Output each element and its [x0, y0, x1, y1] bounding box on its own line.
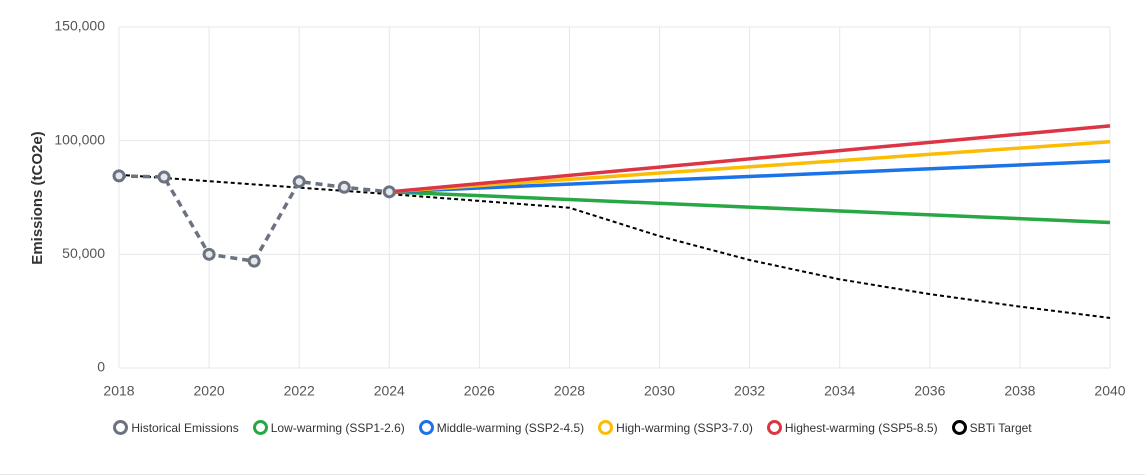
x-tick-label: 2024 — [374, 383, 405, 399]
legend-label: Middle-warming (SSP2-4.5) — [436, 420, 585, 435]
legend-swatch — [766, 420, 782, 435]
legend-label: SBTi Target — [969, 420, 1032, 435]
legend: Historical Emissions Low-warming (SSP1-2.… — [0, 420, 1145, 435]
data-point — [292, 175, 306, 189]
y-tick-label: 100,000 — [54, 131, 105, 147]
series-line — [389, 124, 1111, 194]
legend-item[interactable]: Highest-warming (SSP5-8.5) — [766, 420, 938, 435]
y-tick-label: 0 — [97, 359, 105, 375]
series-line — [389, 140, 1111, 194]
legend-item[interactable]: Middle-warming (SSP2-4.5) — [418, 420, 585, 435]
data-point — [157, 170, 171, 184]
legend-item[interactable]: SBTi Target — [951, 420, 1032, 435]
legend-swatch — [418, 420, 434, 435]
y-tick-label: 50,000 — [62, 245, 105, 261]
x-tick-label: 2032 — [734, 383, 765, 399]
x-tick-label: 2018 — [103, 383, 134, 399]
chart: Emissions (tCO2e) 0 50,000 100,000 150,000 2… — [29, 18, 1126, 399]
data-point — [247, 254, 261, 268]
data-point — [337, 180, 351, 194]
series-line — [389, 190, 1111, 225]
x-tick-label: 2040 — [1094, 383, 1125, 399]
series-line — [389, 159, 1111, 194]
x-tick-label: 2036 — [914, 383, 945, 399]
legend-swatch — [113, 420, 129, 435]
legend-swatch — [252, 420, 268, 435]
legend-label: Historical Emissions — [131, 420, 239, 435]
legend-item[interactable]: Historical Emissions — [113, 420, 239, 435]
legend-label: Highest-warming (SSP5-8.5) — [784, 420, 938, 435]
legend-label: High-warming (SSP3-7.0) — [616, 420, 753, 435]
data-point — [202, 247, 216, 261]
x-tick-label: 2038 — [1004, 383, 1035, 399]
x-tick-label: 2026 — [464, 383, 495, 399]
data-point — [112, 169, 126, 183]
legend-swatch — [598, 420, 614, 435]
data-point — [382, 185, 396, 199]
y-axis-label: Emissions (tCO2e) — [29, 131, 46, 264]
legend-label: Low-warming (SSP1-2.6) — [270, 420, 405, 435]
x-tick-label: 2034 — [824, 383, 855, 399]
series-line — [118, 173, 1111, 319]
x-tick-label: 2022 — [284, 383, 315, 399]
x-tick-label: 2030 — [644, 383, 675, 399]
y-tick-label: 150,000 — [54, 18, 105, 34]
x-tick-label: 2028 — [554, 383, 585, 399]
legend-item[interactable]: Low-warming (SSP1-2.6) — [252, 420, 405, 435]
legend-swatch — [951, 420, 967, 435]
legend-item[interactable]: High-warming (SSP3-7.0) — [598, 420, 753, 435]
x-tick-label: 2020 — [194, 383, 225, 399]
